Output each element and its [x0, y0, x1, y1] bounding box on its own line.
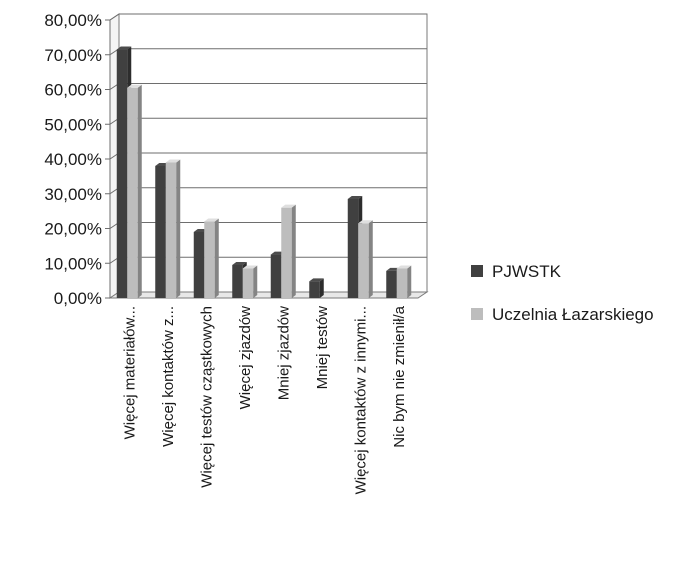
legend: PJWSTK Uczelnia Łazarskiego — [471, 262, 654, 324]
legend-swatch-series-1 — [471, 265, 483, 277]
x-category-label: Mniej zjazdów — [275, 306, 292, 400]
bar — [396, 265, 412, 298]
y-tick-label: 50,00% — [44, 115, 102, 134]
bar — [281, 204, 296, 298]
gridline — [109, 13, 427, 21]
bar — [242, 265, 258, 298]
x-category-label: Więcej materiałów... — [121, 306, 138, 439]
y-tick-label: 30,00% — [44, 185, 102, 204]
y-tick-label: 80,00% — [44, 11, 102, 30]
x-category-label: Więcej kontaktów z innymi... — [352, 306, 369, 494]
x-category-label: Więcej testów cząstkowych — [198, 306, 215, 488]
x-category-label: Więcej zjazdów — [237, 306, 254, 410]
bar — [309, 278, 324, 298]
bar — [127, 84, 142, 298]
y-tick-label: 40,00% — [44, 150, 102, 169]
y-tick-label: 70,00% — [44, 46, 102, 65]
legend-label-series-2: Uczelnia Łazarskiego — [492, 305, 654, 324]
bar — [165, 159, 181, 298]
x-category-label: Mniej testów — [314, 306, 331, 390]
x-category-label: Więcej kontaktów z... — [160, 306, 177, 447]
y-tick-label: 20,00% — [44, 220, 102, 239]
bar — [204, 218, 219, 298]
y-tick-label: 10,00% — [44, 254, 102, 273]
y-axis-tick-labels: 0,00% 10,00% 20,00% 30,00% 40,00% 50,00% 60,00… — [44, 11, 102, 308]
legend-label-series-1: PJWSTK — [492, 262, 562, 281]
bars — [116, 46, 412, 298]
y-tick-label: 60,00% — [44, 81, 102, 100]
y-tick-label: 0,00% — [54, 289, 102, 308]
x-category-label: Nic bym nie zmienił/a — [391, 305, 408, 447]
x-axis-category-labels: Więcej materiałów... Więcej kontaktów z..… — [121, 305, 408, 494]
bar — [358, 220, 373, 298]
legend-swatch-series-2 — [471, 308, 483, 320]
